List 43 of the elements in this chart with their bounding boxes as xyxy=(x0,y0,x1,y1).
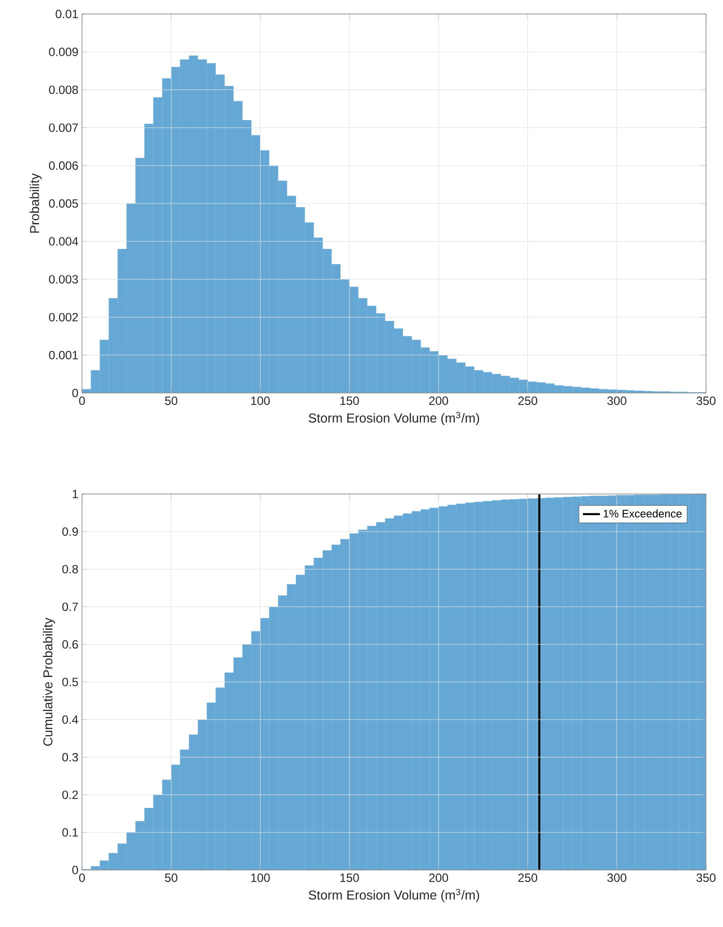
x-tick-label: 100 xyxy=(251,396,270,405)
y-tick-label: 0.3 xyxy=(62,752,78,762)
x-tick-label: 250 xyxy=(518,874,538,882)
y-tick-label: 0.007 xyxy=(49,123,78,132)
x-tick-label: 50 xyxy=(164,396,178,405)
ref-line-label: 1% Exceedence xyxy=(604,509,682,518)
x-tick-label: 0 xyxy=(79,396,85,405)
y-axis-title: Cumulative Probability xyxy=(42,618,56,746)
x-tick-label: 0 xyxy=(79,874,85,882)
y-tick-label: 0.7 xyxy=(62,602,78,612)
x-tick-label: 200 xyxy=(429,874,448,882)
y-tick-label: 0.2 xyxy=(62,790,78,800)
y-tick-label: 0.005 xyxy=(49,199,78,208)
y-tick-label: 0.006 xyxy=(49,161,78,170)
x-tick-label: 50 xyxy=(164,874,178,882)
y-tick-label: 0.002 xyxy=(49,312,78,322)
y-tick-label: 0.8 xyxy=(62,564,78,574)
x-tick-label: 150 xyxy=(340,874,359,882)
x-tick-label: 150 xyxy=(340,396,359,405)
x-tick-label: 200 xyxy=(429,396,448,405)
y-tick-label: 0.4 xyxy=(62,715,78,724)
y-tick-label: 0.5 xyxy=(62,678,78,686)
x-tick-label: 250 xyxy=(518,396,538,405)
y-tick-label: 0.01 xyxy=(56,10,78,18)
y-tick-label: 0.008 xyxy=(49,86,78,94)
x-tick-label: 300 xyxy=(607,396,626,405)
y-tick-label: 0.9 xyxy=(62,527,78,536)
y-tick-label: 0.001 xyxy=(49,350,78,360)
x-axis-title: Storm Erosion Volume (m$^{3}$/m) xyxy=(308,412,480,426)
y-axis-title: Probability xyxy=(30,173,42,233)
y-tick-label: 0.003 xyxy=(49,275,78,284)
y-tick-label: 0.6 xyxy=(62,640,78,649)
y-tick-label: 0.004 xyxy=(49,237,78,246)
y-tick-label: 0.1 xyxy=(62,828,78,837)
x-tick-label: 350 xyxy=(696,396,716,405)
x-tick-label: 350 xyxy=(696,874,716,882)
x-axis-title: Storm Erosion Volume (m$^{3}$/m) xyxy=(308,888,480,902)
y-tick-label: 0.009 xyxy=(49,48,78,56)
y-tick-label: 1 xyxy=(72,490,78,498)
y-tick-label: 0 xyxy=(72,388,78,398)
x-tick-label: 300 xyxy=(607,874,626,882)
y-tick-label: 0 xyxy=(72,866,78,874)
x-tick-label: 100 xyxy=(251,874,270,882)
